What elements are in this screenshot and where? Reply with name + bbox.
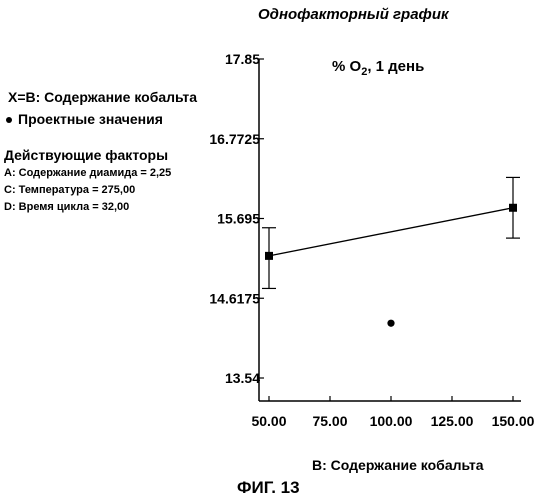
x-tick-label: 50.00: [251, 413, 286, 429]
y-tick-label: 15.695: [217, 211, 260, 227]
y-tick-label: 17.85: [225, 51, 260, 67]
x-tick-label: 75.00: [312, 413, 347, 429]
figure-caption: ФИГ. 13: [237, 478, 300, 498]
x-tick-label: 125.00: [431, 413, 474, 429]
design-point: [387, 320, 394, 327]
data-point-marker: [265, 252, 273, 260]
x-axis-label: B: Содержание кобальта: [312, 457, 484, 473]
x-tick-label: 150.00: [492, 413, 535, 429]
y-tick-label: 13.54: [225, 370, 260, 386]
series-line: [269, 208, 513, 256]
y-tick-label: 14.6175: [209, 290, 260, 306]
x-tick-label: 100.00: [370, 413, 413, 429]
y-tick-label: 16.7725: [209, 131, 260, 147]
data-point-marker: [509, 204, 517, 212]
